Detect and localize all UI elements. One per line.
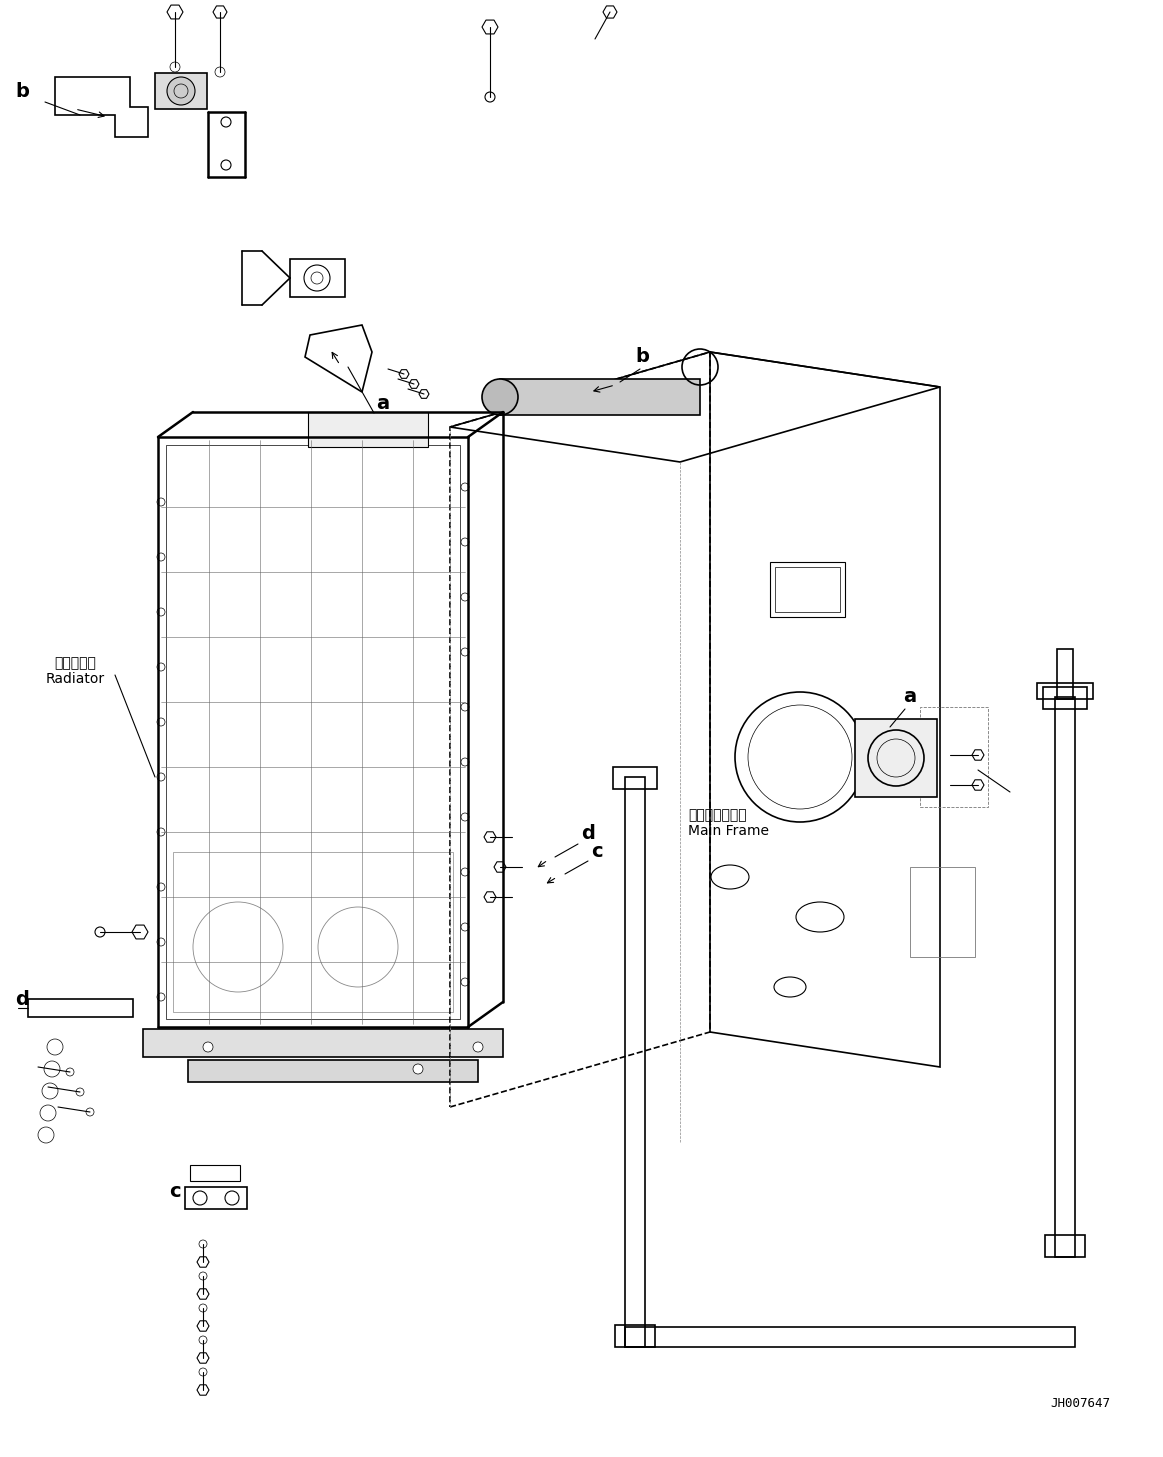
Bar bbox=[1057, 648, 1073, 699]
Circle shape bbox=[461, 922, 469, 931]
Circle shape bbox=[485, 92, 495, 102]
Circle shape bbox=[157, 608, 165, 616]
Circle shape bbox=[413, 1064, 423, 1074]
Bar bbox=[500, 379, 700, 415]
Text: a: a bbox=[904, 688, 916, 707]
Bar bbox=[185, 1187, 247, 1209]
Circle shape bbox=[76, 1088, 84, 1096]
Bar bbox=[855, 718, 937, 797]
Circle shape bbox=[481, 379, 518, 415]
Bar bbox=[308, 412, 428, 447]
Circle shape bbox=[461, 978, 469, 986]
Polygon shape bbox=[131, 925, 148, 938]
Polygon shape bbox=[972, 779, 984, 790]
Circle shape bbox=[461, 538, 469, 546]
Circle shape bbox=[157, 554, 165, 561]
Polygon shape bbox=[602, 6, 618, 17]
Text: a: a bbox=[377, 393, 390, 412]
Polygon shape bbox=[399, 370, 409, 379]
Text: JH007647: JH007647 bbox=[1050, 1397, 1110, 1410]
Bar bbox=[173, 852, 454, 1013]
Bar bbox=[166, 444, 461, 1018]
Circle shape bbox=[66, 1068, 74, 1077]
Circle shape bbox=[461, 593, 469, 600]
Polygon shape bbox=[419, 389, 429, 398]
Circle shape bbox=[157, 938, 165, 946]
Bar bbox=[920, 707, 989, 807]
Circle shape bbox=[170, 63, 180, 71]
Circle shape bbox=[167, 77, 195, 105]
Circle shape bbox=[157, 828, 165, 836]
Circle shape bbox=[461, 648, 469, 656]
Bar bbox=[1037, 683, 1093, 699]
Bar bbox=[909, 867, 975, 957]
Text: d: d bbox=[15, 989, 29, 1010]
Circle shape bbox=[95, 927, 105, 937]
Circle shape bbox=[199, 1304, 207, 1311]
Polygon shape bbox=[167, 4, 183, 19]
Circle shape bbox=[157, 994, 165, 1001]
Polygon shape bbox=[484, 832, 495, 842]
Circle shape bbox=[461, 813, 469, 820]
Text: Main Frame: Main Frame bbox=[688, 825, 769, 838]
Polygon shape bbox=[494, 861, 506, 873]
Circle shape bbox=[157, 774, 165, 781]
Polygon shape bbox=[197, 1384, 209, 1396]
Bar bbox=[625, 1327, 1075, 1348]
Polygon shape bbox=[197, 1321, 209, 1332]
Text: b: b bbox=[15, 82, 29, 101]
Circle shape bbox=[199, 1336, 207, 1343]
Bar bbox=[155, 73, 207, 109]
Circle shape bbox=[157, 883, 165, 892]
Circle shape bbox=[473, 1042, 483, 1052]
Bar bbox=[1043, 688, 1087, 710]
Circle shape bbox=[461, 702, 469, 711]
Bar bbox=[188, 1061, 478, 1083]
Circle shape bbox=[199, 1272, 207, 1281]
Bar bbox=[615, 1324, 655, 1348]
Polygon shape bbox=[481, 20, 498, 34]
Polygon shape bbox=[484, 892, 495, 902]
Text: Radiator: Radiator bbox=[45, 672, 105, 686]
Circle shape bbox=[204, 1042, 213, 1052]
Polygon shape bbox=[972, 750, 984, 761]
Circle shape bbox=[215, 67, 224, 77]
Polygon shape bbox=[197, 1257, 209, 1268]
Bar bbox=[290, 259, 345, 297]
Bar bbox=[1046, 1236, 1085, 1257]
Bar bbox=[775, 567, 840, 612]
Text: c: c bbox=[169, 1182, 180, 1201]
Circle shape bbox=[461, 758, 469, 766]
Text: c: c bbox=[591, 842, 602, 861]
Circle shape bbox=[157, 498, 165, 506]
Text: d: d bbox=[582, 825, 595, 844]
Circle shape bbox=[461, 484, 469, 491]
Circle shape bbox=[157, 663, 165, 672]
Text: メインフレーム: メインフレーム bbox=[688, 809, 747, 822]
Circle shape bbox=[461, 868, 469, 876]
Bar bbox=[190, 1166, 240, 1182]
Bar bbox=[613, 766, 657, 790]
Circle shape bbox=[199, 1368, 207, 1375]
Circle shape bbox=[86, 1107, 94, 1116]
Polygon shape bbox=[213, 6, 227, 17]
Text: ラジエータ: ラジエータ bbox=[53, 656, 95, 670]
Bar bbox=[1055, 696, 1075, 1257]
Polygon shape bbox=[409, 380, 419, 389]
Bar bbox=[28, 1000, 133, 1017]
Bar bbox=[625, 777, 645, 1348]
Polygon shape bbox=[197, 1289, 209, 1300]
Polygon shape bbox=[197, 1352, 209, 1364]
Bar bbox=[143, 1029, 504, 1056]
Text: b: b bbox=[635, 347, 649, 366]
Bar bbox=[770, 562, 846, 616]
Circle shape bbox=[157, 718, 165, 726]
Circle shape bbox=[199, 1240, 207, 1249]
